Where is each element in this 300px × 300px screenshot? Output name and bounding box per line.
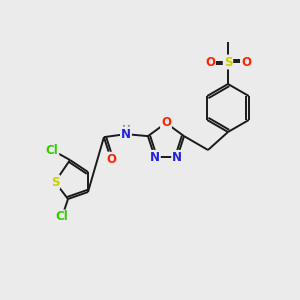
Text: S: S (224, 56, 232, 68)
Text: N: N (121, 128, 131, 141)
Text: O: O (106, 153, 116, 166)
Text: N: N (172, 151, 182, 164)
Text: N: N (150, 151, 160, 164)
Text: O: O (205, 56, 215, 68)
Text: O: O (241, 56, 251, 68)
Text: H: H (122, 125, 130, 135)
Text: O: O (161, 116, 171, 130)
Text: Cl: Cl (56, 211, 68, 224)
Text: Cl: Cl (46, 143, 59, 157)
Text: S: S (51, 176, 59, 188)
